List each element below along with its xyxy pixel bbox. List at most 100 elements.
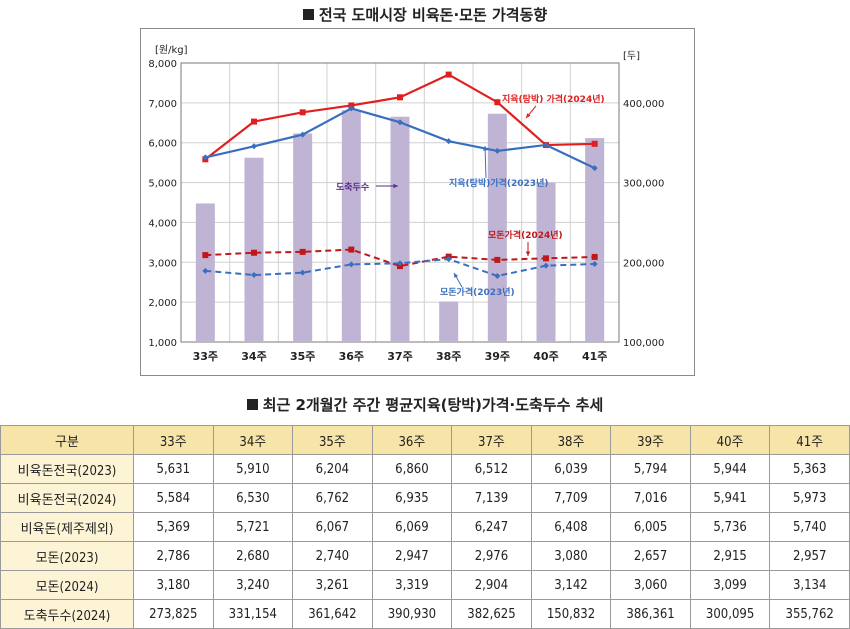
left-tick-label: 6,000 — [148, 139, 177, 150]
bar-slaughter — [585, 138, 605, 342]
annotation-arrow-2023-price — [484, 145, 487, 179]
series-point-2 — [202, 154, 209, 161]
table-header-week: 37주 — [451, 425, 532, 455]
annotation-arrow-2024-sow-head — [525, 251, 531, 256]
right-tick-label: 400,000 — [623, 99, 664, 110]
table-cell: 2,740 — [292, 541, 373, 571]
table-cell: 331,154 — [212, 599, 294, 629]
table-row: 모돈(2024) 3,180 3,240 3,261 3,319 2,904 3,142 3,… — [0, 570, 850, 600]
table-cell: 6,530 — [212, 483, 294, 513]
right-axis-unit: [두] — [623, 51, 640, 62]
table-cell: 6,935 — [371, 483, 453, 513]
table-cell: 2,657 — [610, 541, 691, 571]
chart-frame — [140, 28, 695, 376]
annotation-arrow-slaughter-head — [393, 183, 398, 189]
table-cell: 5,944 — [689, 454, 771, 484]
table-cell: 150,832 — [530, 599, 612, 629]
table-cell: 2,904 — [451, 570, 532, 600]
x-tick-label: 36주 — [339, 350, 364, 363]
series-point-1 — [494, 99, 501, 106]
table-cell: 3,142 — [530, 570, 612, 600]
table-cell: 5,910 — [212, 454, 294, 484]
table-cell: 3,099 — [689, 570, 771, 600]
series-point-2 — [397, 119, 403, 126]
right-tick-label: 200,000 — [623, 258, 664, 269]
table-cell: 5,363 — [769, 454, 850, 484]
series-point-3 — [543, 255, 549, 262]
series-point-3 — [251, 249, 257, 256]
x-tick-label: 40주 — [533, 350, 558, 363]
table-cell: 6,408 — [530, 512, 612, 542]
table-cell: 390,930 — [371, 599, 453, 629]
table-header-week: 34주 — [212, 425, 294, 455]
table-header-week: 33주 — [133, 425, 214, 455]
table-row-label: 비육돈전국(2024) — [0, 483, 134, 513]
table-cell: 6,247 — [451, 512, 532, 542]
series-point-2 — [251, 143, 257, 150]
table-header-category: 구분 — [0, 425, 134, 455]
series-point-2 — [591, 165, 598, 172]
title-square-icon — [246, 399, 258, 410]
bar-slaughter — [536, 182, 556, 342]
table-header-week: 39주 — [610, 425, 691, 455]
table-row: 모돈(2023) 2,786 2,680 2,740 2,947 2,976 3,080 2,… — [0, 541, 850, 571]
table-header-row: 구분 33주 34주 35주 36주 37주 38주 39주 40주 41주 — [0, 425, 850, 455]
table-cell: 6,069 — [371, 512, 453, 542]
table-cell: 6,860 — [371, 454, 453, 484]
series-point-2 — [445, 138, 452, 145]
x-tick-label: 41주 — [582, 350, 607, 363]
annotation-2023-sow: 모돈가격(2023년) — [440, 286, 515, 298]
series-line-3 — [205, 248, 595, 268]
series-point-4 — [348, 261, 355, 268]
series-point-1 — [591, 140, 598, 147]
table-cell: 6,204 — [292, 454, 373, 484]
table-cell: 5,973 — [769, 483, 850, 513]
table-cell: 7,709 — [530, 483, 612, 513]
series-point-3 — [494, 256, 501, 263]
series-point-3 — [299, 248, 306, 255]
left-tick-label: 4,000 — [148, 218, 177, 229]
series-point-1 — [397, 94, 403, 101]
table-row-label: 도축두수(2024) — [0, 599, 134, 629]
series-point-2 — [543, 141, 549, 148]
annotation-2023-price: 지육(탕박)가격(2023년) — [449, 177, 548, 189]
table-row-label: 모돈(2024) — [0, 570, 134, 600]
table-row-label: 비육돈(제주제외) — [0, 512, 134, 542]
table-cell: 2,915 — [689, 541, 771, 571]
x-tick-label: 33주 — [193, 350, 218, 363]
left-tick-label: 7,000 — [148, 99, 177, 110]
series-point-4 — [251, 272, 257, 279]
table-cell: 273,825 — [133, 599, 214, 629]
table-cell: 3,134 — [769, 570, 850, 600]
bar-slaughter — [341, 110, 361, 343]
chart-title: 전국 도매시장 비육돈·모돈 가격동향 — [0, 4, 850, 25]
table-cell: 355,762 — [769, 599, 850, 629]
series-point-1 — [299, 109, 306, 116]
table-cell: 3,180 — [133, 570, 214, 600]
bar-slaughter — [293, 133, 313, 342]
table-cell: 2,947 — [371, 541, 453, 571]
table-cell: 5,941 — [689, 483, 771, 513]
left-tick-label: 3,000 — [148, 258, 177, 269]
table-header-week: 36주 — [371, 425, 453, 455]
table-body: 비육돈전국(2023) 5,631 5,910 6,204 6,860 6,512 6,03… — [0, 454, 850, 629]
table-row-label: 비육돈전국(2023) — [0, 454, 134, 484]
series-point-4 — [397, 260, 403, 267]
table-cell: 5,369 — [133, 512, 214, 542]
table-cell: 6,067 — [292, 512, 373, 542]
series-point-4 — [543, 262, 549, 269]
series-point-2 — [494, 147, 501, 154]
table-cell: 5,721 — [212, 512, 294, 542]
title-square-icon — [302, 9, 314, 20]
series-point-2 — [348, 105, 355, 112]
table-cell: 5,736 — [689, 512, 771, 542]
x-tick-label: 35주 — [290, 350, 315, 363]
table-cell: 5,584 — [133, 483, 214, 513]
left-tick-label: 2,000 — [148, 298, 177, 309]
table-cell: 5,794 — [610, 454, 691, 484]
series-point-3 — [591, 253, 598, 260]
left-tick-label: 8,000 — [148, 59, 177, 70]
x-tick-label: 34주 — [241, 350, 266, 363]
series-point-4 — [202, 267, 209, 274]
series-point-4 — [299, 269, 306, 276]
